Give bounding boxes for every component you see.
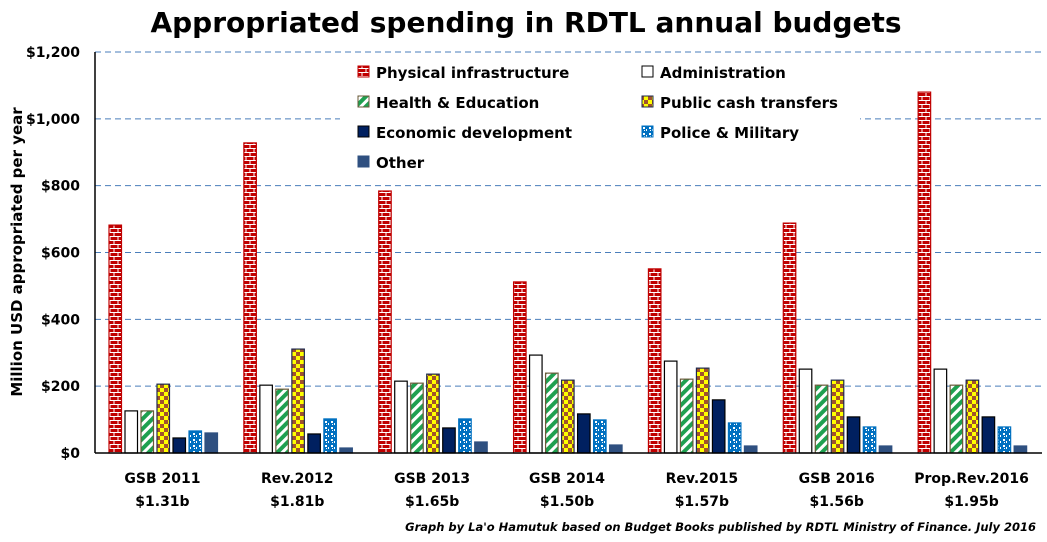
bar-police-military-rev-2015 bbox=[727, 422, 742, 454]
x-axis-ticks: GSB 2011 $1.31b Rev.2012 $1.81b GSB 2013 $1.6… bbox=[124, 471, 1029, 510]
bar-physical-infrastructure-rev-2015 bbox=[647, 268, 662, 454]
bar-health-education-gsb-2011 bbox=[140, 410, 155, 454]
bar-public-cash-transfers-gsb-2016 bbox=[830, 379, 845, 454]
x-tick-total: $1.56b bbox=[810, 494, 864, 510]
x-tick-total: $1.50b bbox=[540, 494, 594, 510]
bar-other-gsb-2016 bbox=[878, 445, 893, 454]
bar-physical-infrastructure-gsb-2016 bbox=[782, 222, 797, 454]
legend-swatch-health-education bbox=[357, 95, 370, 108]
y-tick-label: $200 bbox=[41, 379, 80, 395]
legend-swatch-physical-infrastructure bbox=[357, 65, 370, 78]
bar-economic-development-gsb-2016 bbox=[846, 416, 861, 454]
bar-other-gsb-2014 bbox=[608, 444, 623, 454]
legend-label: Administration bbox=[660, 64, 786, 82]
y-tick-label: $1,000 bbox=[26, 112, 80, 128]
footer-credit: Graph by La'o Hamutuk based on Budget Bo… bbox=[405, 520, 1036, 534]
x-tick-label: GSB 2014 bbox=[529, 471, 605, 487]
bar-economic-development-gsb-2014 bbox=[576, 413, 591, 454]
legend-swatch-economic-development bbox=[357, 125, 370, 138]
bar-administration-gsb-2011 bbox=[124, 410, 139, 454]
bar-administration-prop-rev-2016 bbox=[933, 368, 948, 454]
y-axis-label: Million USD appropriated per year bbox=[8, 107, 26, 397]
bars bbox=[108, 91, 1028, 454]
legend-background bbox=[340, 60, 860, 180]
bar-public-cash-transfers-gsb-2014 bbox=[560, 379, 575, 454]
bar-police-military-prop-rev-2016 bbox=[997, 426, 1012, 454]
legend-swatch-public-cash-transfers bbox=[641, 95, 654, 108]
bar-administration-gsb-2014 bbox=[528, 354, 543, 454]
x-tick-label: Prop.Rev.2016 bbox=[914, 471, 1029, 487]
bar-other-rev-2012 bbox=[339, 447, 353, 454]
legend-label: Police & Military bbox=[660, 124, 799, 142]
x-tick-total: $1.31b bbox=[135, 494, 189, 510]
bar-physical-infrastructure-gsb-2013 bbox=[378, 190, 392, 454]
bar-physical-infrastructure-rev-2012 bbox=[243, 142, 257, 454]
bar-public-cash-transfers-rev-2012 bbox=[291, 348, 305, 454]
x-tick-total: $1.95b bbox=[944, 494, 998, 510]
y-tick-label: $1,200 bbox=[26, 45, 80, 61]
x-tick-total: $1.81b bbox=[270, 494, 324, 510]
bar-economic-development-gsb-2013 bbox=[442, 427, 456, 454]
legend-swatch-administration bbox=[641, 65, 654, 78]
bar-health-education-gsb-2014 bbox=[544, 372, 559, 454]
legend-swatch-police-military bbox=[641, 125, 654, 138]
legend-label: Other bbox=[376, 154, 425, 172]
bar-health-education-gsb-2016 bbox=[814, 384, 829, 454]
x-tick-total: $1.65b bbox=[405, 494, 459, 510]
bar-police-military-gsb-2013 bbox=[458, 418, 472, 454]
chart-title: Appropriated spending in RDTL annual bud… bbox=[150, 6, 901, 39]
y-axis-ticks: $0 $200 $400 $600 $800 $1,000 $1,200 bbox=[26, 45, 80, 462]
bar-other-prop-rev-2016 bbox=[1013, 445, 1028, 454]
bar-police-military-gsb-2014 bbox=[592, 419, 607, 454]
legend-label: Health & Education bbox=[376, 94, 539, 112]
legend-label: Public cash transfers bbox=[660, 94, 838, 112]
bar-physical-infrastructure-prop-rev-2016 bbox=[917, 91, 932, 454]
legend-label: Economic development bbox=[376, 124, 572, 142]
bar-economic-development-rev-2015 bbox=[711, 399, 726, 454]
bar-other-gsb-2011 bbox=[204, 432, 219, 454]
bar-economic-development-gsb-2011 bbox=[172, 437, 187, 454]
x-tick-label: Rev.2012 bbox=[261, 471, 334, 487]
bar-police-military-rev-2012 bbox=[323, 418, 337, 454]
x-tick-label: GSB 2013 bbox=[394, 471, 470, 487]
bar-public-cash-transfers-prop-rev-2016 bbox=[965, 379, 980, 454]
bar-other-gsb-2013 bbox=[474, 441, 488, 454]
bar-economic-development-prop-rev-2016 bbox=[981, 416, 996, 454]
bar-administration-rev-2015 bbox=[663, 360, 678, 454]
legend-label: Physical infrastructure bbox=[376, 64, 569, 82]
x-tick-total: $1.57b bbox=[675, 494, 729, 510]
bar-health-education-rev-2012 bbox=[275, 388, 289, 454]
legend-swatch-other bbox=[357, 155, 370, 168]
bar-economic-development-rev-2012 bbox=[307, 433, 321, 454]
bar-public-cash-transfers-gsb-2011 bbox=[156, 383, 171, 454]
bar-administration-gsb-2013 bbox=[394, 380, 408, 454]
y-tick-label: $400 bbox=[41, 312, 80, 328]
bar-administration-gsb-2016 bbox=[798, 368, 813, 454]
legend: Physical infrastructure Administration Hea… bbox=[340, 60, 860, 180]
x-tick-label: GSB 2016 bbox=[799, 471, 875, 487]
bar-administration-rev-2012 bbox=[259, 384, 273, 454]
bar-police-military-gsb-2011 bbox=[188, 430, 203, 454]
bar-public-cash-transfers-gsb-2013 bbox=[426, 373, 440, 454]
bar-public-cash-transfers-rev-2015 bbox=[695, 367, 710, 454]
bar-physical-infrastructure-gsb-2011 bbox=[108, 224, 123, 454]
y-tick-label: $0 bbox=[61, 446, 81, 462]
x-tick-label: GSB 2011 bbox=[124, 471, 200, 487]
bar-health-education-gsb-2013 bbox=[410, 382, 424, 454]
y-tick-label: $600 bbox=[41, 246, 80, 262]
bar-health-education-prop-rev-2016 bbox=[949, 384, 964, 454]
bar-other-rev-2015 bbox=[743, 445, 758, 454]
y-tick-label: $800 bbox=[41, 179, 80, 195]
bar-health-education-rev-2015 bbox=[679, 378, 694, 454]
x-tick-label: Rev.2015 bbox=[666, 471, 739, 487]
bar-physical-infrastructure-gsb-2014 bbox=[512, 281, 527, 454]
bar-police-military-gsb-2016 bbox=[862, 426, 877, 454]
